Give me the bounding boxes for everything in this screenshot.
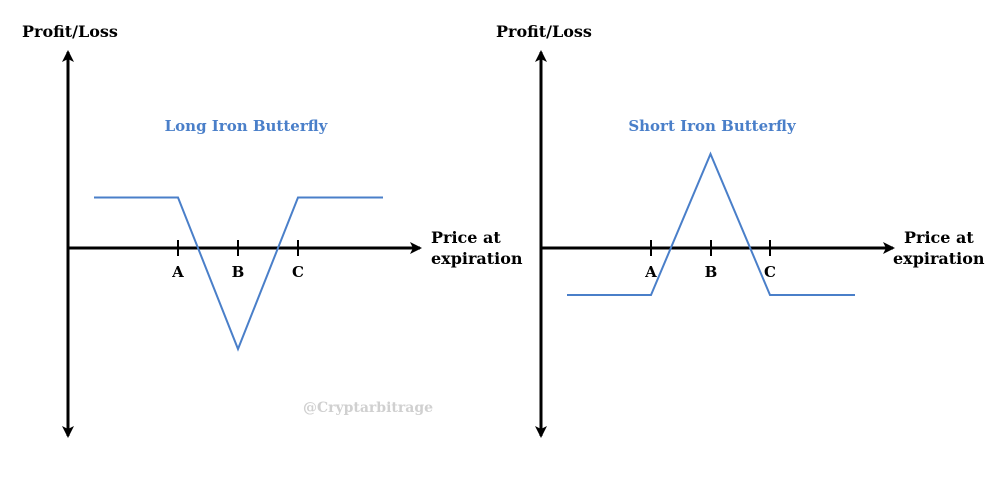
watermark: @Cryptarbitrage <box>303 400 433 416</box>
y-axis-label: Profit/Loss <box>496 22 592 41</box>
tick-label-c: C <box>764 263 776 281</box>
chart-title: Long Iron Butterfly <box>165 117 329 135</box>
x-axis-label-line-1: Price at <box>904 228 974 247</box>
payoff-line <box>567 151 855 296</box>
x-axis-label-line-2: expiration <box>893 249 985 268</box>
chart-long-iron-butterfly: Profit/Loss Price at expiration Long Iro… <box>22 22 523 438</box>
x-axis-label-line-2: expiration <box>431 249 523 268</box>
y-axis-label: Profit/Loss <box>22 22 118 41</box>
tick-label-a: A <box>171 263 184 281</box>
chart-short-iron-butterfly: Profit/Loss Price at expiration Short Ir… <box>496 22 985 438</box>
x-axis-label-line-1: Price at <box>431 228 501 247</box>
tick-label-b: B <box>232 263 245 281</box>
tick-label-c: C <box>292 263 304 281</box>
tick-label-b: B <box>705 263 718 281</box>
chart-title: Short Iron Butterfly <box>628 117 797 135</box>
payoff-line <box>94 196 383 352</box>
tick-label-a: A <box>644 263 657 281</box>
